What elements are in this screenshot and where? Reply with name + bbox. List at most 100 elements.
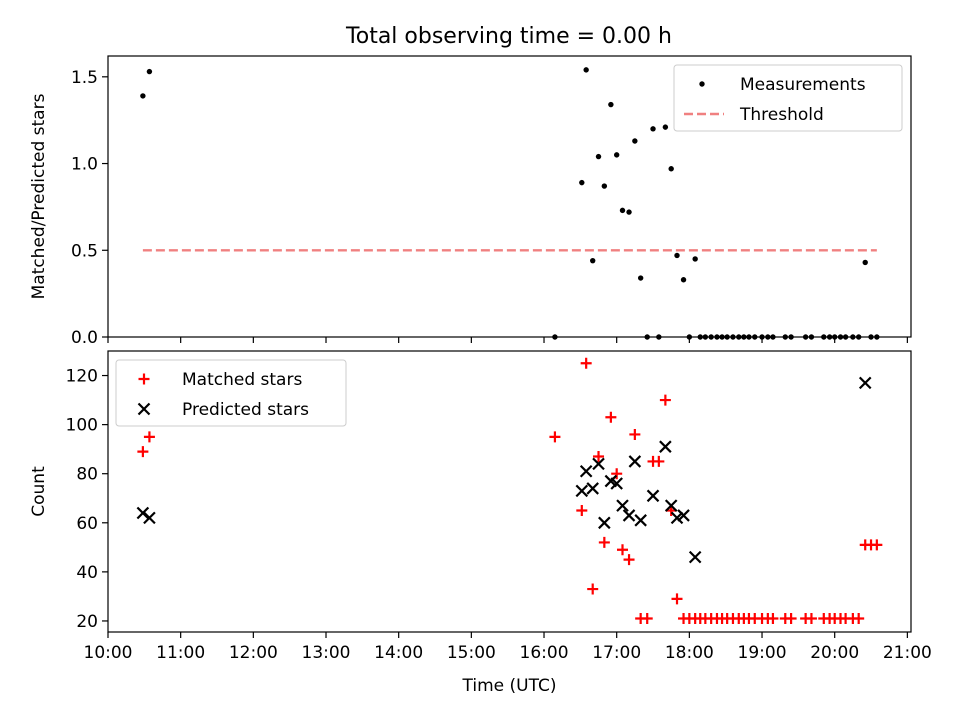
measurement-point bbox=[752, 334, 758, 340]
matched-star-point bbox=[805, 613, 817, 625]
predicted-star-point bbox=[143, 511, 156, 525]
y-tick-label: 120 bbox=[66, 367, 98, 387]
predicted-star-point bbox=[664, 499, 678, 512]
predicted-star-point bbox=[688, 550, 702, 564]
measurement-point bbox=[619, 207, 626, 214]
legend-box bbox=[673, 64, 903, 132]
measurement-point bbox=[759, 334, 765, 340]
measurement-point bbox=[719, 334, 725, 340]
x-tick-label: 12:00 bbox=[229, 643, 278, 663]
measurement-point bbox=[686, 334, 693, 340]
legend: Measurements Threshold bbox=[673, 64, 903, 132]
top-chart: 0.0 0.5 1.0 1.5 Matched/Predicted stars Measu… bbox=[29, 55, 912, 348]
x-tick-label: 11:00 bbox=[156, 643, 205, 663]
predicted-star-point bbox=[670, 511, 684, 525]
plot-frame bbox=[107, 55, 912, 338]
x-tick-label: 14:00 bbox=[374, 643, 423, 663]
predicted-star-point bbox=[598, 516, 611, 530]
measurement-point bbox=[714, 334, 720, 340]
measurement-point bbox=[802, 334, 809, 340]
predicted-star-point bbox=[579, 464, 593, 478]
predicted-star-point bbox=[586, 482, 599, 495]
matched-star-point bbox=[580, 357, 592, 369]
y-tick-label: 100 bbox=[66, 416, 98, 436]
measurement-point bbox=[782, 334, 788, 340]
measurement-point bbox=[579, 179, 585, 186]
top-chart-title: Total observing time = 0.00 h bbox=[345, 24, 672, 49]
y-tick-label: 1.0 bbox=[71, 155, 98, 175]
matched-star-point bbox=[143, 431, 155, 443]
measurement-point bbox=[770, 334, 776, 340]
measurement-point bbox=[831, 334, 838, 340]
x-tick-label: 16:00 bbox=[520, 643, 569, 663]
legend: Matched stars Predicted stars bbox=[115, 359, 347, 427]
matched-star-point bbox=[629, 428, 641, 440]
measurement-point bbox=[821, 334, 827, 340]
measurement-point bbox=[730, 334, 736, 340]
predicted-star-point bbox=[622, 509, 636, 522]
measurement-point bbox=[590, 257, 596, 264]
x-axis-label: Time (UTC) bbox=[462, 676, 557, 696]
measurement-point bbox=[850, 334, 856, 340]
matched-star-point bbox=[623, 554, 635, 566]
measurement-point bbox=[697, 334, 703, 340]
x-tick-label: 18:00 bbox=[665, 643, 714, 663]
matched-star-point bbox=[767, 613, 779, 625]
measurement-point bbox=[708, 334, 714, 340]
x-tick-label: 10:00 bbox=[84, 643, 133, 663]
matched-star-point bbox=[576, 505, 588, 517]
measurement-point bbox=[741, 334, 747, 340]
measurement-point bbox=[583, 67, 589, 73]
measurement-point bbox=[668, 166, 674, 172]
measurement-point bbox=[724, 334, 730, 340]
legend-label: Threshold bbox=[739, 105, 824, 125]
plot-frame bbox=[107, 350, 912, 633]
y-tick-label: 60 bbox=[76, 514, 98, 534]
legend-label: Measurements bbox=[740, 75, 866, 95]
predicted-star-point bbox=[646, 489, 660, 503]
matched-star-point bbox=[653, 455, 665, 467]
measurement-point bbox=[765, 334, 771, 340]
matched-star-point bbox=[549, 431, 561, 443]
predicted-star-point bbox=[616, 499, 629, 512]
matched-star-point bbox=[853, 613, 865, 625]
measurement-point bbox=[656, 334, 662, 340]
y-tick-label: 1.5 bbox=[71, 68, 98, 88]
matched-star-point bbox=[641, 613, 653, 625]
matched-star-point bbox=[598, 536, 610, 548]
y-tick-label: 0.5 bbox=[71, 241, 98, 261]
x-tick-label: 15:00 bbox=[447, 643, 496, 663]
y-axis-label: Count bbox=[29, 466, 49, 517]
predicted-star-point bbox=[634, 514, 647, 527]
measurement-point bbox=[736, 334, 742, 340]
legend-predicted-swatch bbox=[137, 402, 151, 416]
legend-matched-swatch bbox=[138, 373, 150, 385]
matched-star-point bbox=[137, 446, 149, 458]
measurement-point bbox=[140, 93, 146, 99]
x-tick-label: 17:00 bbox=[592, 643, 641, 663]
measurement-point bbox=[601, 183, 608, 189]
predicted-star-point bbox=[610, 477, 623, 490]
measurement-point bbox=[650, 126, 656, 132]
measurement-point bbox=[674, 252, 680, 259]
measurement-point bbox=[626, 209, 632, 215]
measurement-point bbox=[662, 124, 669, 130]
x-tick-label: 20:00 bbox=[810, 643, 859, 663]
predicted-star-point bbox=[677, 509, 690, 522]
measurement-point bbox=[702, 334, 709, 340]
legend-label: Predicted stars bbox=[182, 400, 309, 420]
predicted-star-point bbox=[858, 376, 872, 390]
measurement-point bbox=[868, 334, 874, 340]
measurement-point bbox=[680, 277, 687, 283]
measurement-point bbox=[862, 259, 868, 266]
y-tick-label: 0.0 bbox=[71, 328, 98, 348]
measurement-point bbox=[788, 334, 794, 340]
measurement-point bbox=[595, 153, 602, 160]
predicted-star-point bbox=[136, 506, 150, 520]
measurement-point bbox=[146, 68, 153, 75]
y-axis-label: Matched/Predicted stars bbox=[29, 93, 49, 299]
measurement-point bbox=[826, 334, 833, 340]
bottom-chart: 20 40 60 80 100 120 10:00 11:00 12:00 13:00 14:00 1… bbox=[29, 350, 932, 696]
measurement-point bbox=[746, 334, 752, 340]
matched-star-point bbox=[871, 539, 883, 551]
